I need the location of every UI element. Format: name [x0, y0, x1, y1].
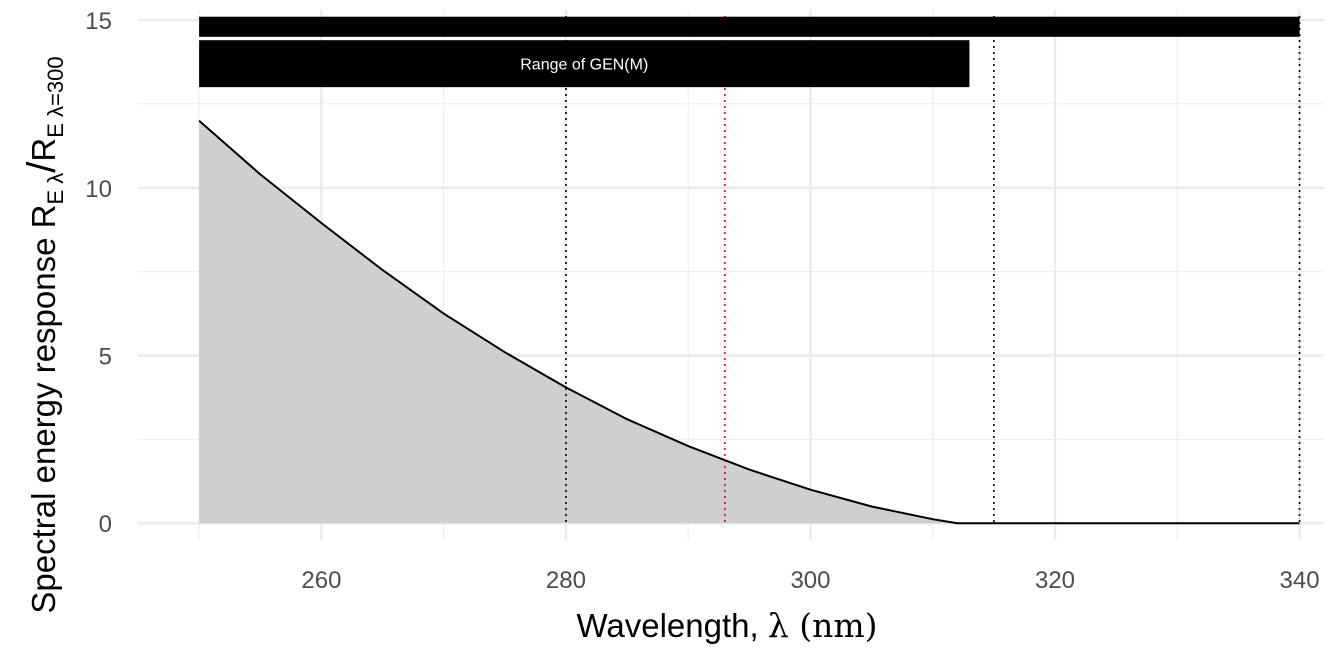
range-bar — [199, 16, 1300, 37]
x-tick-label: 280 — [546, 567, 586, 594]
y-axis-title: Spectral energy response RE λ/RE λ=300 — [20, 56, 68, 613]
response-area-fill — [199, 120, 1300, 524]
x-tick-label: 340 — [1280, 567, 1320, 594]
y-tick-label: 5 — [99, 344, 112, 371]
x-tick-label: 260 — [301, 567, 341, 594]
y-tick-label: 0 — [99, 511, 112, 538]
x-axis-title: Wavelength, λ (nm) — [576, 606, 877, 645]
x-tick-label: 320 — [1035, 567, 1075, 594]
response-area — [198, 119, 1300, 525]
x-tick-label: 300 — [790, 567, 830, 594]
tick-labels: 260 280 300 320 340 0 5 10 15 — [85, 8, 1319, 594]
range-bar-label: Range of GEN(M) — [520, 57, 648, 74]
range-bar — [199, 40, 970, 88]
y-tick-label: 10 — [85, 176, 112, 203]
reference-lines — [565, 16, 1301, 524]
range-bars: Range of GEN(M) — [199, 16, 1300, 88]
y-tick-label: 15 — [85, 8, 112, 35]
response-curve — [198, 119, 1300, 525]
